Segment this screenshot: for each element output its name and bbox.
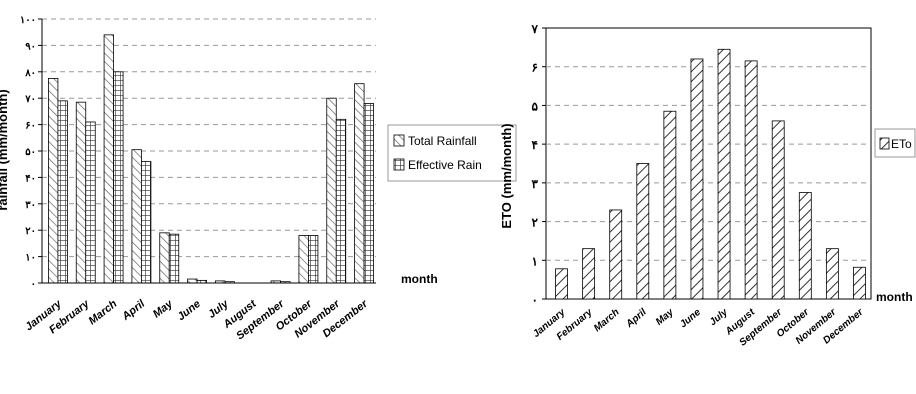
eto-y-axis-title: ETO (mm/month): [499, 123, 514, 228]
rainfall-y-tick-label: ۹۰: [25, 41, 36, 52]
eto-gridlines: [546, 66, 871, 261]
rainfall-legend: Total Rainfall Effective Rain: [387, 124, 517, 182]
rainfall-bar-effective-rain-january: [57, 100, 68, 284]
rainfall-bar-total-rainfall-march: [103, 34, 114, 284]
rainfall-legend-frame: [387, 124, 517, 182]
rainfall-y-tick-label: ۲۰: [25, 226, 36, 237]
eto-bar-april: [636, 163, 650, 300]
rainfall-x-tick-label: April: [119, 297, 148, 323]
legend-label-eto: ETo: [891, 137, 912, 151]
eto-bar-august: [744, 60, 758, 300]
eto-bar-july: [717, 48, 731, 300]
rainfall-y-axis-title: rainfall (mm/month): [0, 89, 10, 210]
rainfall-bar-effective-rain-october: [308, 235, 319, 284]
eto-bar-november: [825, 248, 839, 300]
legend-label-total-rainfall: Total Rainfall: [408, 134, 477, 148]
eto-y-tick-label: ۶: [532, 61, 538, 75]
rainfall-chart: ۰ ۱۰ ۲۰ ۳۰ ۴۰ ۵۰ ۶۰ ۷۰ ۸۰ ۹۰ ۱۰۰ JanuaryFebruaryMa…: [0, 15, 517, 342]
eto-x-axis-title: month: [876, 290, 913, 304]
rainfall-y-tick-label: ۳۰: [25, 200, 36, 211]
eto-bar-january: [555, 268, 568, 300]
eto-bar-march: [609, 209, 623, 300]
rainfall-x-tick-label: March: [87, 298, 120, 328]
rainfall-bar-total-rainfall-may: [159, 232, 170, 284]
rainfall-bar-effective-rain-february: [85, 121, 96, 284]
eto-y-tick-label: ۷: [531, 22, 539, 36]
rainfall-x-tick-label: May: [151, 297, 176, 320]
eto-bar-october: [798, 192, 812, 300]
eto-legend: ETo: [874, 128, 916, 158]
eto-x-tick-label: April: [623, 307, 648, 331]
eto-y-tick-label: ۳: [532, 177, 539, 191]
rainfall-y-tick-label: ۱۰: [25, 253, 36, 264]
rainfall-bar-total-rainfall-october: [298, 235, 309, 284]
rainfall-bar-total-rainfall-december: [354, 83, 365, 284]
legend-swatch-total-rainfall: [393, 134, 405, 147]
eto-bar-september: [771, 120, 785, 300]
rainfall-y-tick-label: ۰: [31, 279, 36, 290]
rainfall-bar-total-rainfall-february: [75, 101, 87, 284]
rainfall-x-axis-title: month: [401, 272, 438, 286]
eto-x-tick-label: March: [592, 307, 622, 334]
eto-y-ticks: ۰ ۱ ۲ ۳ ۴ ۵ ۶ ۷: [531, 22, 546, 307]
rainfall-y-tick-label: ۶۰: [25, 121, 36, 132]
rainfall-gridlines: [42, 18, 376, 258]
eto-bar-february: [582, 248, 596, 300]
rainfall-y-ticks: ۰ ۱۰ ۲۰ ۳۰ ۴۰ ۵۰ ۶۰ ۷۰ ۸۰ ۹۰ ۱۰۰: [20, 15, 42, 290]
rainfall-bar-effective-rain-december: [363, 103, 374, 284]
eto-x-tick-label: July: [708, 307, 731, 329]
rainfall-x-tick-label: June: [175, 298, 203, 323]
rainfall-bar-total-rainfall-june: [187, 278, 198, 284]
rainfall-y-tick-label: ۴۰: [25, 173, 36, 184]
rainfall-bars: [48, 34, 374, 284]
eto-bar-june: [690, 58, 704, 300]
eto-y-tick-label: ۵: [532, 99, 539, 113]
rainfall-y-tick-label: ۱۰۰: [20, 15, 36, 26]
eto-y-tick-label: ۱: [532, 254, 538, 268]
legend-swatch-eto: [879, 137, 890, 150]
rainfall-bar-total-rainfall-november: [326, 97, 337, 284]
eto-y-tick-label: ۰: [532, 293, 538, 307]
legend-label-effective-rain: Effective Rain: [408, 158, 482, 172]
legend-swatch-effective-rain: [393, 158, 405, 171]
eto-y-tick-label: ۴: [532, 138, 538, 152]
rainfall-y-tick-label: ۷۰: [24, 94, 36, 105]
rainfall-bar-total-rainfall-april: [131, 149, 142, 284]
rainfall-y-tick-label: ۸۰: [24, 68, 36, 79]
rainfall-bar-effective-rain-november: [335, 118, 347, 284]
rainfall-bar-total-rainfall-january: [48, 78, 59, 284]
eto-x-tick-label: May: [654, 307, 676, 328]
eto-x-tick-label: June: [678, 307, 703, 331]
rainfall-bar-effective-rain-april: [141, 161, 152, 284]
eto-y-tick-label: ۲: [532, 216, 539, 230]
rainfall-bar-effective-rain-may: [168, 233, 180, 284]
rainfall-y-tick-label: ۵۰: [25, 147, 36, 158]
eto-bars: [555, 48, 866, 300]
eto-bar-may: [663, 110, 677, 300]
rainfall-bar-effective-rain-march: [113, 71, 124, 284]
eto-plot-frame: [545, 27, 872, 300]
eto-bar-december: [853, 266, 866, 300]
